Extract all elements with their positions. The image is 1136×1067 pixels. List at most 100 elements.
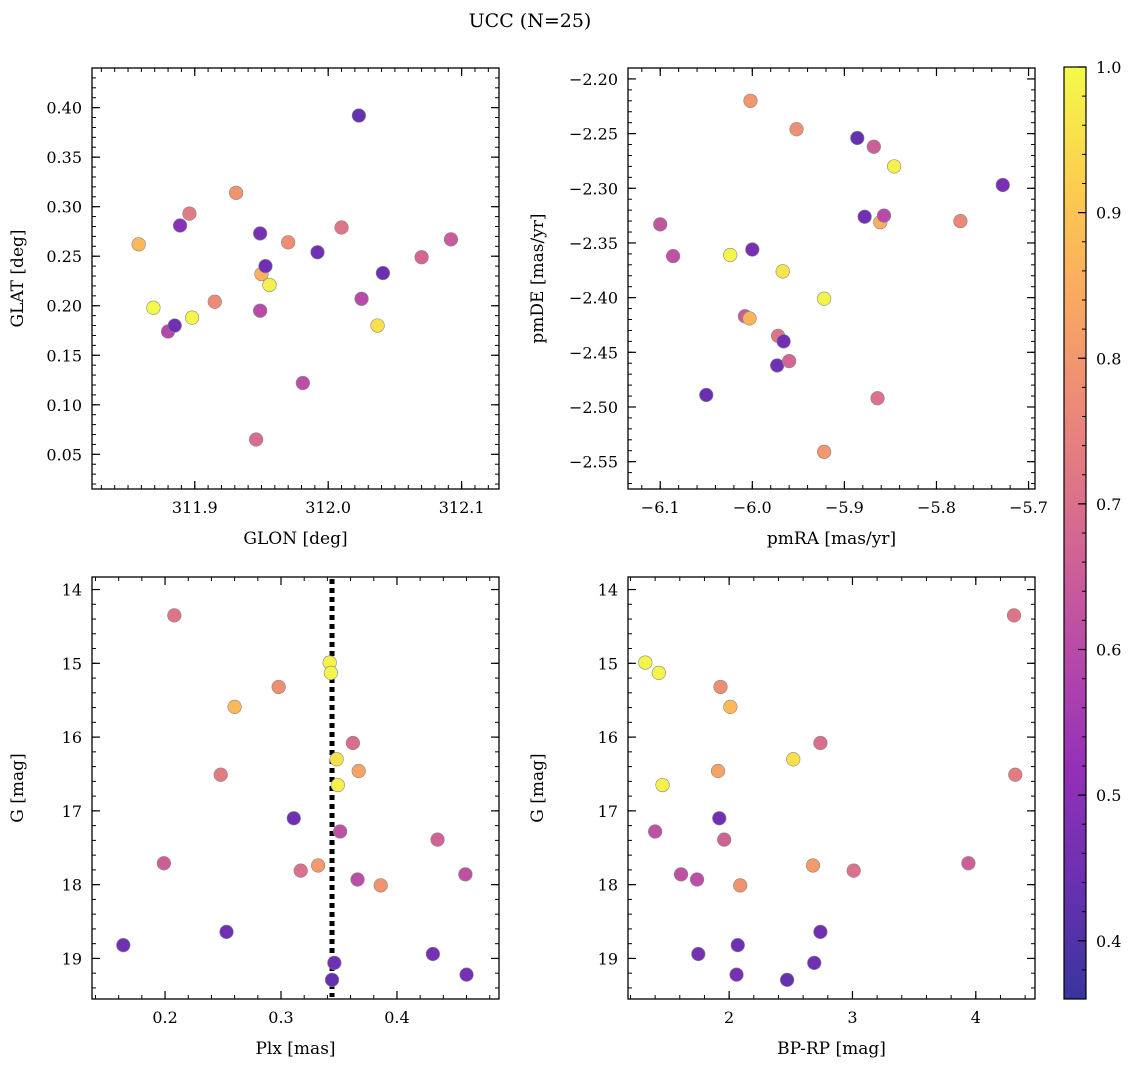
scatter-point xyxy=(167,608,182,623)
scatter-point xyxy=(789,122,804,137)
y-axis-label: GLAT [deg] xyxy=(8,229,28,327)
x-tick-label: −5.9 xyxy=(825,498,864,517)
scatter-point xyxy=(116,938,131,953)
scatter-point xyxy=(673,867,689,882)
scatter-point xyxy=(717,832,732,847)
colorbar-tick-label: 0.6 xyxy=(1096,641,1121,660)
scatter-point xyxy=(770,358,785,373)
scatter-point xyxy=(699,387,714,403)
colorbar-tick-label: 0.5 xyxy=(1096,786,1121,805)
scatter-point xyxy=(311,858,326,873)
x-tick-label: −6.1 xyxy=(641,498,680,517)
scatter-point xyxy=(310,245,325,260)
scatter-point xyxy=(375,265,391,281)
x-axis-label: pmRA [mas/yr] xyxy=(767,529,896,549)
y-tick-label: −2.50 xyxy=(569,398,618,417)
scatter-point xyxy=(156,856,171,871)
y-tick-label: 15 xyxy=(62,654,82,673)
x-tick-label: 0.3 xyxy=(268,1008,293,1027)
x-tick-label: 0.4 xyxy=(384,1008,409,1027)
y-tick-label: 16 xyxy=(62,728,82,747)
y-tick-label: 0.05 xyxy=(46,445,82,464)
subplots: 311.9 312.0 312.1 0.05 0.10 0.15 0.20 0.25 0.30 0… xyxy=(8,67,1048,1059)
y-axis-label: pmDE [mas/yr] xyxy=(528,213,548,343)
scatter-point xyxy=(324,972,340,987)
scatter-point xyxy=(262,277,277,293)
scatter-point xyxy=(876,208,892,223)
scatter-point xyxy=(742,311,757,326)
scatter-point xyxy=(459,967,474,982)
y-tick-label: −2.35 xyxy=(569,234,618,253)
scatter-point xyxy=(689,872,705,887)
y-tick-label: 14 xyxy=(598,581,618,600)
scatter-point xyxy=(730,938,745,953)
y-tick-label: 16 xyxy=(598,728,618,747)
scatter-point xyxy=(775,264,790,279)
scatter-point xyxy=(213,767,228,782)
y-axis-label: G [mag] xyxy=(528,753,548,822)
y-tick-label: 0.35 xyxy=(46,148,82,167)
y-tick-label: 0.30 xyxy=(46,198,82,217)
scatter-point xyxy=(953,213,968,229)
scatter-point xyxy=(745,242,760,257)
scatter-point xyxy=(779,972,795,987)
scatter-point xyxy=(253,226,268,241)
scatter-point xyxy=(782,353,797,369)
scatter-point xyxy=(182,206,197,221)
scatter-point xyxy=(813,735,828,751)
scatter-point xyxy=(351,763,366,779)
scatter-point xyxy=(651,665,666,681)
axes-frame xyxy=(627,576,1036,1000)
scatter-point xyxy=(813,924,828,939)
scatter-point xyxy=(253,303,268,318)
minor-ticks xyxy=(92,577,499,999)
x-axis-label: GLON [deg] xyxy=(243,529,347,549)
scatter-points xyxy=(116,608,474,987)
colorbar-tick-label: 1.0 xyxy=(1096,58,1121,77)
scatter-point xyxy=(655,777,670,793)
scatter-point xyxy=(430,832,445,847)
scatter-point xyxy=(733,878,748,893)
scatter-point xyxy=(729,967,744,982)
subplot-bprp-g: 2 3 4 14 15 16 17 18 19 BP-RP [mag] G [mag] xyxy=(528,576,1036,1059)
y-tick-label: 15 xyxy=(598,654,618,673)
scatter-point xyxy=(333,824,348,839)
colorbar-tick-label: 0.7 xyxy=(1096,495,1121,514)
scatter-point xyxy=(414,250,429,265)
figure-title: UCC (N=25) xyxy=(469,10,592,32)
scatter-point xyxy=(776,334,791,349)
scatter-point xyxy=(295,375,310,391)
y-tick-label: 18 xyxy=(598,876,618,895)
scatter-point xyxy=(425,946,441,962)
scatter-point xyxy=(373,878,388,893)
scatter-point xyxy=(350,872,365,887)
x-tick-label: −6.0 xyxy=(733,498,772,517)
scatter-points xyxy=(638,608,1023,987)
y-tick-label: 18 xyxy=(62,876,82,895)
scatter-point xyxy=(351,108,366,123)
colorbar: 0.4 0.5 0.6 0.7 0.8 0.9 1.0 xyxy=(1063,58,1121,1000)
scatter-point xyxy=(887,159,902,174)
scatter-point xyxy=(666,248,681,264)
colorbar-gradient xyxy=(1064,67,1086,999)
scatter-point xyxy=(293,863,308,878)
subplot-pmra-pmde: −6.1 −6.0 −5.9 −5.8 −5.7 −2.55 −2.50 −2.45 −2.40… xyxy=(528,67,1048,549)
colorbar-tick-label: 0.9 xyxy=(1096,204,1121,223)
scatter-point xyxy=(184,310,200,325)
subplot-glon-glat: 311.9 312.0 312.1 0.05 0.10 0.15 0.20 0.25 0.30 0… xyxy=(8,67,500,549)
x-tick-label: 311.9 xyxy=(172,498,218,517)
x-tick-label: 2 xyxy=(724,1008,734,1027)
colorbar-tick-label: 0.4 xyxy=(1096,932,1121,951)
y-tick-label: 0.25 xyxy=(46,247,82,266)
x-axis-label: BP-RP [mag] xyxy=(777,1039,886,1059)
subplot-plx-g: 0.2 0.3 0.4 14 15 16 17 18 19 Plx [mas] G [mag] xyxy=(8,576,500,1059)
scatter-point xyxy=(271,679,286,695)
scatter-point xyxy=(850,130,865,146)
minor-ticks xyxy=(628,68,1035,489)
scatter-point xyxy=(172,218,188,233)
y-tick-label: −2.45 xyxy=(569,343,618,362)
y-tick-label: 0.20 xyxy=(46,297,82,316)
scatter-point xyxy=(327,955,342,970)
scatter-point xyxy=(648,824,663,839)
x-tick-label: 0.2 xyxy=(152,1008,177,1027)
